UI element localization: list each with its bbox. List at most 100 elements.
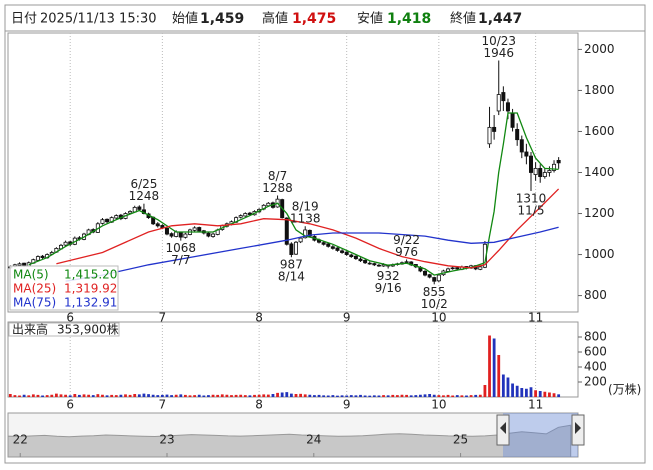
candle-body	[501, 92, 506, 102]
volume-bar	[266, 394, 270, 397]
candle-body	[40, 255, 45, 259]
y-tick-label: 1200	[584, 206, 615, 220]
close-label: 終値	[450, 11, 476, 27]
date-label: 日付	[11, 12, 37, 27]
volume-bar	[409, 395, 413, 397]
volume-bar	[451, 395, 455, 397]
annotation-date: 6/25	[130, 177, 157, 191]
volume-bar	[492, 338, 496, 397]
candle-body	[335, 247, 340, 251]
high-value: 1,475	[292, 11, 336, 27]
volume-bar	[308, 394, 312, 397]
annotation-date: 7/7	[171, 253, 190, 267]
volume-bar	[552, 393, 556, 397]
volume-bar	[538, 391, 542, 397]
volume-bar	[400, 394, 404, 397]
volume-bar	[349, 395, 353, 397]
volume-bar	[515, 385, 519, 397]
annotation-price: 1138	[290, 212, 321, 226]
candle-body	[363, 259, 368, 264]
candle-body	[372, 263, 377, 266]
volume-bar	[354, 395, 358, 397]
volume-bar	[59, 394, 63, 397]
candle-body	[492, 126, 497, 132]
candle-body	[487, 126, 492, 145]
volume-bar	[442, 395, 445, 397]
annotation-date: 8/19	[292, 200, 319, 214]
y-tick-label: 800	[584, 288, 607, 302]
candle-body	[446, 268, 451, 272]
low-value: 1,418	[387, 11, 431, 27]
volume-bar	[405, 394, 408, 397]
volume-bar	[41, 395, 44, 397]
volume-bar	[478, 394, 482, 397]
volume-bar	[197, 394, 201, 397]
candle-body	[404, 261, 409, 263]
volume-bar	[82, 394, 86, 397]
candle-body	[427, 274, 432, 278]
volume-bar	[243, 395, 247, 397]
y-tick-label: 200	[584, 375, 607, 389]
x-tick-label: 11	[528, 311, 543, 325]
volume-bar	[253, 394, 256, 397]
volume-bar	[45, 395, 49, 397]
x-tick-label: 6	[66, 311, 74, 325]
annotation-date: 11/5	[518, 203, 545, 217]
candle-body	[17, 263, 22, 266]
volume-bar	[386, 395, 390, 397]
volume-bar	[395, 395, 399, 397]
volume-bar	[359, 394, 362, 397]
candle-body	[505, 102, 510, 112]
volume-bar	[363, 395, 367, 397]
navigator-tick-label: 24	[306, 433, 321, 447]
candle-body	[533, 167, 538, 175]
volume-bar	[64, 394, 67, 397]
candle-body	[528, 155, 533, 173]
volume-bar	[483, 385, 487, 397]
volume-bar	[524, 388, 528, 397]
volume-bar	[294, 394, 298, 397]
annotation-price: 1248	[129, 189, 160, 203]
ma-line	[56, 188, 560, 269]
volume-bar	[31, 394, 35, 397]
volume-bar	[101, 394, 104, 397]
volume-bar	[128, 394, 132, 397]
x-tick-label: 8	[255, 311, 263, 325]
candle-body	[381, 264, 386, 267]
volume-bar	[110, 394, 114, 397]
candle-body	[478, 266, 483, 270]
volume-bar	[506, 377, 510, 397]
y-tick-label: 1800	[584, 83, 615, 97]
volume-bar	[520, 388, 524, 397]
y-tick-label: 600	[584, 345, 607, 359]
candle-body	[284, 217, 289, 245]
candle-body	[344, 251, 349, 255]
volume-bar	[322, 395, 326, 397]
volume-bar	[160, 394, 164, 397]
volume-bar	[78, 394, 81, 397]
legend-name: MA(5)	[13, 268, 49, 282]
annotation-date: 10/2	[421, 297, 448, 311]
candle-body	[330, 246, 335, 249]
volume-bar	[184, 394, 187, 397]
y-tick-label: 400	[584, 360, 607, 374]
volume-bar	[133, 394, 137, 397]
low-label: 安値	[357, 11, 383, 27]
volume-bar	[165, 394, 169, 397]
ma-line	[28, 112, 559, 276]
open-label: 始値	[172, 11, 198, 27]
volume-bar	[313, 395, 316, 397]
ma-line	[65, 226, 559, 282]
candle-body	[100, 219, 105, 224]
y-tick-label: 2000	[584, 42, 615, 56]
volume-bar	[18, 395, 21, 397]
candle-body	[367, 262, 372, 265]
volume-bar	[87, 394, 91, 397]
volume-bar	[419, 394, 422, 397]
volume-bar	[326, 395, 330, 397]
x-tick-label: 7	[159, 311, 167, 325]
volume-bar	[114, 395, 118, 397]
annotation-date: 8/7	[268, 169, 287, 183]
volume-bar	[557, 394, 561, 397]
